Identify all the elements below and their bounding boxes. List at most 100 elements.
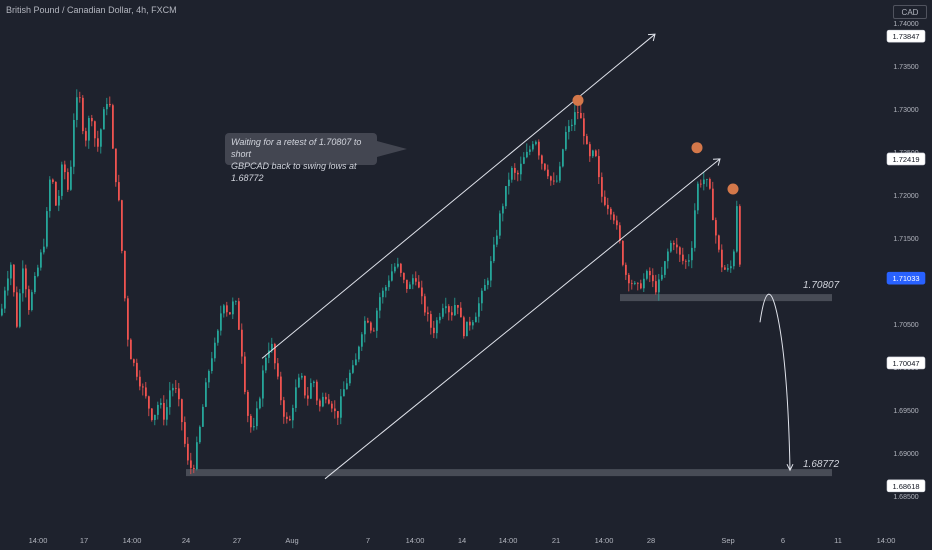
candle-body[interactable]	[121, 200, 123, 251]
candle-body[interactable]	[607, 204, 609, 209]
candle-body[interactable]	[259, 398, 261, 409]
candle-body[interactable]	[397, 263, 399, 267]
candle-body[interactable]	[523, 157, 525, 164]
candle-body[interactable]	[517, 172, 519, 175]
candle-body[interactable]	[451, 312, 453, 316]
candle-body[interactable]	[340, 396, 342, 418]
candle-body[interactable]	[67, 172, 69, 190]
support-zone-2[interactable]	[186, 469, 832, 477]
candle-body[interactable]	[610, 208, 612, 215]
candle-body[interactable]	[232, 301, 234, 315]
candle-body[interactable]	[268, 350, 270, 358]
candle-body[interactable]	[349, 372, 351, 384]
candle-body[interactable]	[427, 312, 429, 315]
candle-body[interactable]	[436, 320, 438, 334]
candle-body[interactable]	[445, 306, 447, 309]
candle-body[interactable]	[571, 124, 573, 127]
candle-body[interactable]	[250, 415, 252, 428]
candle-body[interactable]	[94, 121, 96, 139]
candle-body[interactable]	[457, 305, 459, 308]
candle-body[interactable]	[346, 383, 348, 390]
candle-body[interactable]	[622, 241, 624, 265]
candle-body[interactable]	[130, 339, 132, 360]
candle-body[interactable]	[514, 167, 516, 173]
candle-body[interactable]	[154, 414, 156, 421]
candle-body[interactable]	[379, 297, 381, 311]
candle-body[interactable]	[508, 179, 510, 187]
candle-body[interactable]	[652, 275, 654, 282]
candle-body[interactable]	[190, 460, 192, 468]
candle-body[interactable]	[586, 136, 588, 145]
candle-body[interactable]	[640, 283, 642, 289]
candle-body[interactable]	[544, 163, 546, 170]
candle-body[interactable]	[550, 176, 552, 181]
candle-body[interactable]	[733, 251, 735, 267]
candle-body[interactable]	[661, 274, 663, 280]
candle-body[interactable]	[577, 112, 579, 113]
candle-body[interactable]	[532, 144, 534, 150]
candle-body[interactable]	[334, 408, 336, 412]
candle-body[interactable]	[88, 118, 90, 141]
candle-body[interactable]	[613, 214, 615, 221]
candle-body[interactable]	[631, 283, 633, 285]
candle-body[interactable]	[181, 399, 183, 423]
candle-body[interactable]	[502, 206, 504, 214]
candle-body[interactable]	[241, 329, 243, 357]
projection-path[interactable]	[759, 293, 791, 471]
candle-body[interactable]	[538, 141, 540, 156]
candle-body[interactable]	[736, 206, 738, 252]
candle-body[interactable]	[106, 103, 108, 110]
trade-note[interactable]: Waiting for a retest of 1.70807 to short…	[225, 133, 377, 183]
candle-body[interactable]	[196, 442, 198, 470]
candle-body[interactable]	[148, 396, 150, 409]
swing-high-marker-1[interactable]	[572, 94, 584, 106]
candle-body[interactable]	[703, 179, 705, 185]
candle-body[interactable]	[556, 180, 558, 182]
candle-body[interactable]	[472, 322, 474, 326]
candle-body[interactable]	[388, 280, 390, 288]
candle-body[interactable]	[562, 149, 564, 167]
candle-body[interactable]	[184, 422, 186, 444]
candle-body[interactable]	[64, 164, 66, 173]
price-badge[interactable]	[886, 29, 926, 43]
candle-body[interactable]	[331, 403, 333, 409]
candle-body[interactable]	[4, 290, 6, 309]
candle-body[interactable]	[145, 387, 147, 397]
candle-body[interactable]	[643, 278, 645, 289]
candle-body[interactable]	[43, 246, 45, 253]
candle-body[interactable]	[400, 263, 402, 273]
candle-body[interactable]	[13, 264, 15, 293]
candle-body[interactable]	[109, 103, 111, 106]
candle-body[interactable]	[490, 261, 492, 281]
candle-body[interactable]	[664, 261, 666, 275]
candle-body[interactable]	[367, 320, 369, 323]
candle-body[interactable]	[292, 407, 294, 421]
candle-body[interactable]	[589, 144, 591, 157]
candle-body[interactable]	[85, 131, 87, 141]
candle-body[interactable]	[37, 267, 39, 276]
candle-body[interactable]	[289, 418, 291, 421]
candle-body[interactable]	[418, 281, 420, 288]
candle-body[interactable]	[691, 247, 693, 261]
candle-body[interactable]	[694, 210, 696, 248]
candle-body[interactable]	[151, 408, 153, 421]
candle-body[interactable]	[460, 307, 462, 318]
candle-body[interactable]	[52, 179, 54, 182]
candle-body[interactable]	[247, 391, 249, 416]
candle-body[interactable]	[646, 270, 648, 279]
candle-body[interactable]	[322, 396, 324, 407]
candle-body[interactable]	[685, 260, 687, 262]
swing-high-marker-3[interactable]	[727, 183, 739, 195]
candle-body[interactable]	[238, 301, 240, 330]
candle-body[interactable]	[373, 330, 375, 332]
candle-body[interactable]	[337, 411, 339, 418]
candle-body[interactable]	[568, 126, 570, 132]
candle-body[interactable]	[166, 407, 168, 420]
candle-body[interactable]	[535, 141, 537, 145]
support-zone-1[interactable]	[620, 294, 832, 302]
candle-body[interactable]	[214, 342, 216, 359]
candle-body[interactable]	[82, 97, 84, 132]
candle-body[interactable]	[34, 275, 36, 293]
